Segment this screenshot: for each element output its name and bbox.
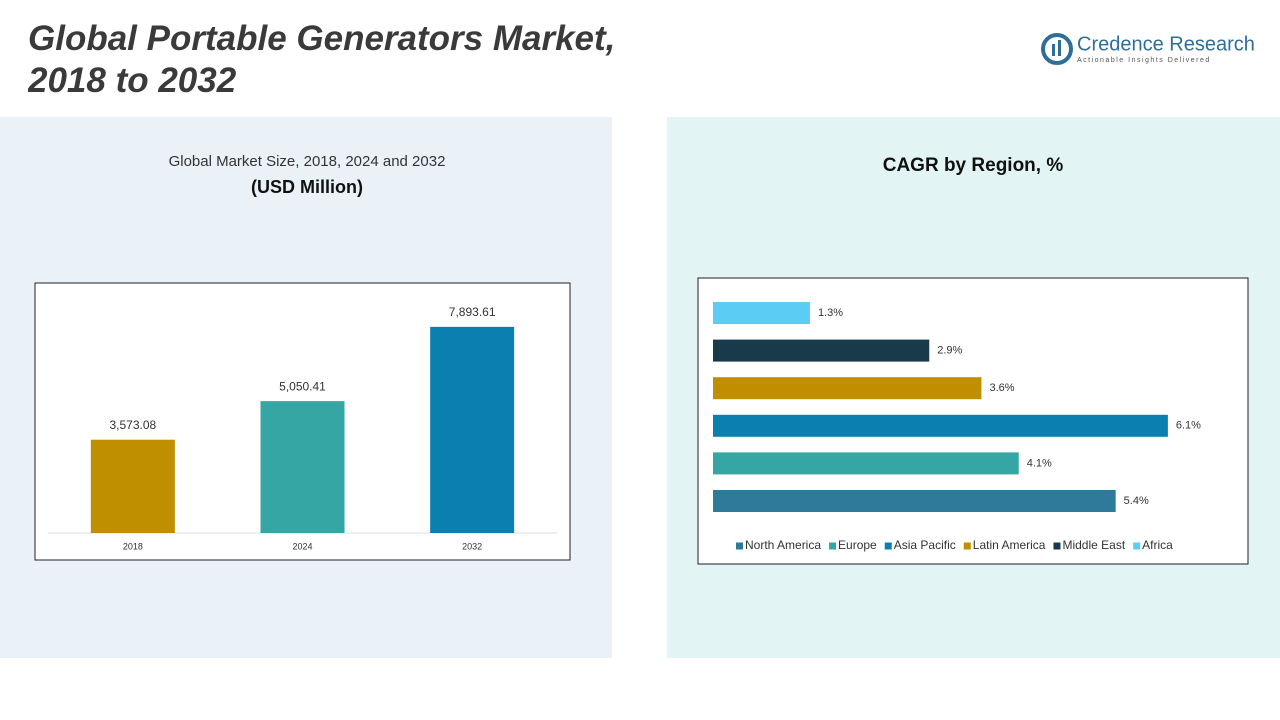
legend-swatch (963, 542, 971, 550)
legend-label: Europe (838, 538, 877, 552)
bar (713, 339, 930, 362)
page-title: Global Portable Generators Market, 2018 … (28, 19, 616, 100)
chart-title: CAGR by Region, % (883, 155, 1064, 176)
legend-label: Asia Pacific (894, 538, 956, 552)
legend-label: Africa (1142, 538, 1173, 552)
bar (90, 439, 175, 533)
legend-swatch (884, 542, 892, 550)
bar (430, 326, 515, 533)
logo-name: Credence Research (1077, 33, 1255, 55)
logo-icon-bar (1058, 40, 1061, 56)
cagr-chart: 5.4% 4.1% 6.1% 3.6% 2.9% 1.3% North America Eur… (713, 302, 1201, 552)
bar (713, 302, 810, 324)
x-tick-label: 2032 (462, 541, 482, 551)
logo-icon-bar (1052, 44, 1055, 56)
legend-label: Latin America (973, 538, 1046, 552)
legend-swatch (829, 542, 837, 550)
data-label: 5.4% (1124, 495, 1149, 507)
bar (713, 377, 982, 400)
data-label: 6.1% (1176, 420, 1201, 432)
x-tick-label: 2018 (123, 541, 143, 551)
chart-title: Global Market Size, 2018, 2024 and 2032 (169, 153, 446, 170)
logo-icon (1041, 33, 1073, 65)
data-label: 7,893.61 (449, 305, 496, 319)
legend-label: North America (745, 538, 821, 552)
data-label: 3.6% (989, 382, 1014, 394)
bar (260, 401, 345, 533)
bar (713, 452, 1019, 475)
data-label: 3,573.08 (109, 418, 156, 432)
market-size-chart: 3,573.08 2018 5,050.41 2024 7,893.61 2032 (48, 305, 557, 551)
data-label: 1.3% (818, 307, 843, 319)
legend-swatch (736, 542, 743, 550)
legend-label: Middle East (1062, 538, 1125, 552)
legend-swatch (1053, 542, 1061, 550)
bar (713, 490, 1116, 512)
title-box: Global Portable Generators Market, 2018 … (28, 19, 616, 100)
data-label: 4.1% (1027, 457, 1052, 469)
bar (713, 414, 1168, 437)
logo: Credence Research Actionable Insights De… (1041, 33, 1255, 65)
x-tick-label: 2024 (292, 541, 312, 551)
data-label: 2.9% (937, 345, 962, 357)
data-label: 5,050.41 (279, 379, 326, 393)
logo-tagline: Actionable Insights Delivered (1077, 57, 1211, 64)
legend-swatch (1133, 542, 1141, 550)
chart-subtitle: (USD Million) (251, 177, 363, 197)
